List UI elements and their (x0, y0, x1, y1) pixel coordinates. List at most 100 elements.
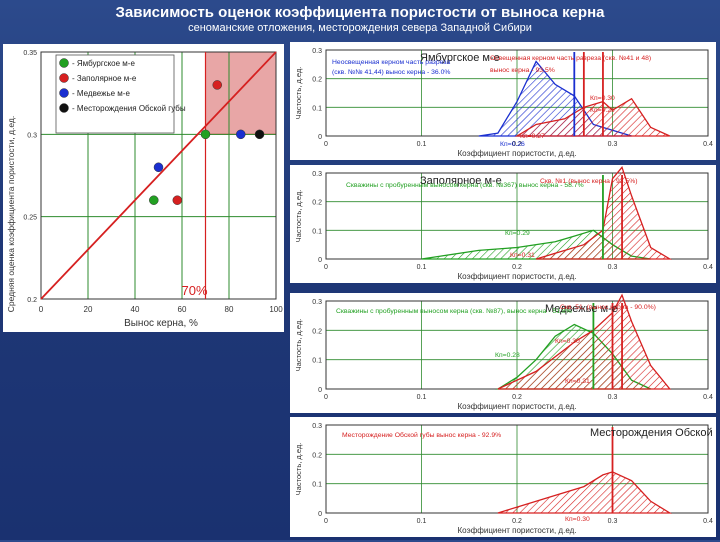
hist-x-tick: 0.1 (417, 394, 427, 401)
histogram-obskaya: 0 0.1 0.2 0.3 0.4 0.3 0.2 0.1 0 Коэффициент порис… (294, 423, 720, 535)
scatter-panel: Средняя оценка коэффициента пористости, … (3, 44, 284, 332)
hist-annotation: Кп=0.29 (505, 230, 530, 237)
hist-panel-yamburg: 0 0.1 0.2 0.3 0.4 0.3 0.2 0.1 0 Коэффициент порис… (290, 42, 716, 160)
legend-label: - Медвежье м-е (72, 89, 130, 98)
histogram-yamburg: 0 0.1 0.2 0.3 0.4 0.3 0.2 0.1 0 Коэффициент порис… (294, 48, 713, 158)
hist-distribution-red (497, 293, 672, 390)
hist-title: Месторождения Обской губы (590, 427, 716, 439)
hist-y-tick: 0 (318, 387, 322, 394)
hist-y-tick: 0.2 (312, 77, 322, 84)
hist-x-tick: 0.3 (608, 264, 618, 271)
hist-x-tick: 0.4 (703, 518, 713, 525)
hist-annotation: Скважины с пробуренным выносом керна (ск… (346, 181, 584, 189)
hist-y-tick: 0.2 (312, 200, 322, 207)
hist-ylabel: Частость, д.ед. (294, 67, 303, 120)
hist-y-tick: 0.1 (312, 105, 322, 112)
hist-x-tick: 0 (324, 394, 328, 401)
scatter-plot-frame (40, 51, 277, 300)
hist-annotation: Месторождение Обской губы вынос керна - … (342, 431, 501, 439)
legend-marker (59, 103, 69, 113)
hist-y-tick: 0.1 (312, 228, 322, 235)
hist-annotation: Скважины с пробуренным выносом керна (ск… (336, 307, 572, 315)
hist-y-tick: 0.3 (312, 171, 322, 178)
hist-annotation: Кп=0.28 (495, 352, 520, 359)
legend-marker (59, 73, 69, 83)
hist-xlabel: Коэффициент пористости, д.ед. (458, 149, 577, 158)
hist-y-tick: 0.2 (312, 452, 322, 459)
scatter-point (172, 195, 183, 205)
hist-x-tick: 0.1 (417, 141, 427, 148)
hist-y-tick: 0 (318, 511, 322, 518)
hist-y-tick: 0.3 (312, 48, 322, 55)
scatter-x-tick: 0 (39, 305, 44, 314)
hist-ylabel: Частость, д.ед. (294, 319, 303, 372)
hist-annotation: Скв. №1 (вынос керна - 93.5%) (540, 178, 638, 185)
hist-x-tick: 0.1 (417, 518, 427, 525)
scatter-x-tick: 20 (84, 305, 93, 314)
hist-ylabel: Частость, д.ед. (294, 443, 303, 496)
hist-title: Медвежье м-е (545, 303, 618, 315)
scatter-ylabel: Средняя оценка коэффициента пористости, … (6, 116, 16, 312)
hist-annotation: Освещенная керном часть разреза (скв. №4… (490, 55, 651, 62)
legend-label: - Ямбургское м-е (72, 59, 135, 68)
hist-y-tick: 0.3 (312, 299, 322, 306)
scatter-point (153, 162, 164, 173)
hist-xlabel: Коэффициент пористости, д.ед. (458, 402, 577, 411)
scatter-chart: Средняя оценка коэффициента пористости, … (6, 50, 283, 329)
hist-y-tick: 0.1 (312, 358, 322, 365)
legend-label: - Заполярное м-е (72, 74, 137, 83)
hist-y-tick: 0 (318, 134, 322, 141)
scatter-x-tick: 100 (269, 305, 283, 314)
scatter-legend-box (55, 54, 175, 134)
hist-x-tick: 0.3 (608, 394, 618, 401)
hist-annotation: Неосвещенная керном часть разреза (332, 59, 450, 66)
hist-distribution-red (497, 471, 673, 514)
hist-ylabel: Частость, д.ед. (294, 190, 303, 243)
hist-panel-medvezhye: 0 0.1 0.2 0.3 0.4 0.3 0.2 0.1 0 Коэффициент порис… (290, 293, 716, 413)
page-subtitle: сеноманские отложения, месторождения сев… (188, 22, 532, 34)
scatter-point (236, 129, 246, 140)
hist-x-tick: 0.4 (703, 141, 713, 148)
hist-annotation: Кп=0.27 (520, 133, 545, 140)
histogram-zapolyarnoe: 0 0.1 0.2 0.3 0.4 0.3 0.2 0.1 0 Коэффициент порис… (294, 165, 713, 281)
hist-x-tick: 0.3 (608, 141, 618, 148)
scatter-point (254, 129, 265, 140)
hist-annotation: (скв. №№ 41,44) вынос керна - 36.0% (332, 69, 450, 76)
hist-title: Заполярное м-е (420, 175, 502, 187)
legend-marker (59, 88, 69, 98)
threshold-label: 70% (182, 283, 208, 298)
legend-label: - Месторождения Обской губы (72, 104, 186, 113)
hist-x-tick: 0 (324, 518, 328, 525)
scatter-x-tick: 60 (178, 305, 187, 314)
hist-x-tick: 0.2 (512, 264, 522, 271)
hist-panel-zapolyarnoe: 0 0.1 0.2 0.3 0.4 0.3 0.2 0.1 0 Коэффициент порис… (290, 165, 716, 283)
hist-x-tick: 0.4 (703, 264, 713, 271)
hist-x-tick: 0.2 (512, 141, 522, 148)
scatter-point (212, 80, 222, 90)
legend-marker (59, 58, 69, 68)
page-title: Зависимость оценок коэффициента пористос… (115, 4, 605, 21)
hist-x-tick: 0 (324, 264, 328, 271)
hist-x-tick: 0 (324, 141, 328, 148)
scatter-y-tick: 0.35 (23, 50, 37, 57)
hist-annotation: Кп=0.30 (555, 338, 580, 345)
hist-annotation: Кп=0.26 (500, 141, 525, 148)
hist-annotation: Кп=0.30 (565, 516, 590, 523)
hist-x-tick: 0.2 (512, 394, 522, 401)
hist-annotation: Скв. 51, (вынос керна - 90.0%) (560, 304, 656, 311)
hist-x-tick: 0.1 (417, 264, 427, 271)
hist-y-tick: 0.3 (312, 423, 322, 430)
hist-xlabel: Коэффициент пористости, д.ед. (458, 272, 577, 281)
hist-x-tick: 0.4 (703, 394, 713, 401)
high-recovery-zone (205, 51, 277, 135)
hist-y-tick: 0.2 (312, 328, 322, 335)
hist-annotation: вынос керна - 93.5% (490, 67, 555, 74)
hist-annotation: Кп=0.31 (510, 252, 535, 259)
scatter-point (149, 195, 159, 205)
scatter-y-tick: 0.25 (23, 215, 37, 222)
hist-y-tick: 0.1 (312, 482, 322, 489)
hist-distribution-red (514, 97, 671, 137)
hist-y-tick: 0 (318, 257, 322, 264)
scatter-y-tick: 0.3 (27, 132, 37, 139)
histogram-medvezhye: 0 0.1 0.2 0.3 0.4 0.3 0.2 0.1 0 Коэффициент порис… (294, 293, 713, 411)
